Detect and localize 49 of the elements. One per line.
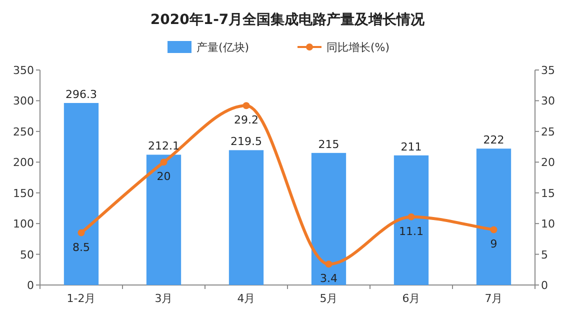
- y-tick-label: 100: [13, 218, 34, 231]
- legend-label: 同比增长(%): [326, 41, 390, 54]
- point: [325, 260, 332, 268]
- y2-tick-label: 35: [541, 64, 555, 77]
- point: [78, 229, 85, 236]
- bar: [228, 150, 264, 285]
- bar: [311, 152, 346, 285]
- x-tick-label: 3月: [154, 292, 173, 305]
- y2-tick-label: 0: [541, 279, 548, 292]
- chart-title: 2020年1-7月全国集成电路产量及增长情况: [150, 11, 426, 28]
- data-label: 211: [400, 140, 422, 154]
- y-tick-label: 50: [20, 248, 34, 262]
- y2-tick-label: 10: [541, 218, 555, 231]
- data-label: 222: [483, 134, 504, 147]
- x-tick-label: 7月: [484, 292, 503, 305]
- point: [160, 158, 168, 166]
- x-tick-label: 5月: [320, 292, 338, 305]
- point: [242, 102, 250, 110]
- x-tick-label: 1-2月: [66, 292, 96, 305]
- y-tick-label: 350: [13, 64, 34, 77]
- y-tick-label: 150: [13, 186, 34, 200]
- bar: [64, 102, 99, 285]
- y2-tick-label: 30: [541, 94, 555, 108]
- bar: [394, 155, 429, 285]
- point: [490, 226, 498, 234]
- point: [408, 213, 415, 220]
- x-tick-label: 4月: [237, 292, 256, 305]
- y2-tick-label: 20: [541, 156, 555, 170]
- data-label: 8.5: [72, 240, 90, 254]
- y-tick-label: 0: [27, 279, 34, 292]
- data-label: 9: [490, 238, 498, 251]
- data-label: 20: [156, 170, 171, 184]
- data-label: 212.1: [148, 140, 180, 153]
- data-label: 296.3: [66, 88, 97, 101]
- y2-tick-label: 15: [541, 186, 555, 200]
- y-tick-label: 250: [13, 125, 34, 138]
- y-tick-label: 200: [13, 156, 34, 170]
- x-tick-label: 6月: [402, 292, 420, 305]
- y2-tick-label: 25: [541, 125, 555, 138]
- bar: [146, 154, 182, 285]
- data-label: 11.1: [399, 224, 424, 238]
- y2-tick-label: 5: [541, 248, 548, 262]
- data-label: 29.2: [234, 114, 258, 127]
- y-tick-label: 300: [13, 94, 34, 108]
- data-label: 3.4: [320, 272, 338, 286]
- bar: [476, 148, 512, 285]
- legend-label: 产量(亿块): [196, 41, 250, 54]
- data-label: 219.5: [230, 135, 262, 148]
- data-label: 215: [318, 138, 340, 151]
